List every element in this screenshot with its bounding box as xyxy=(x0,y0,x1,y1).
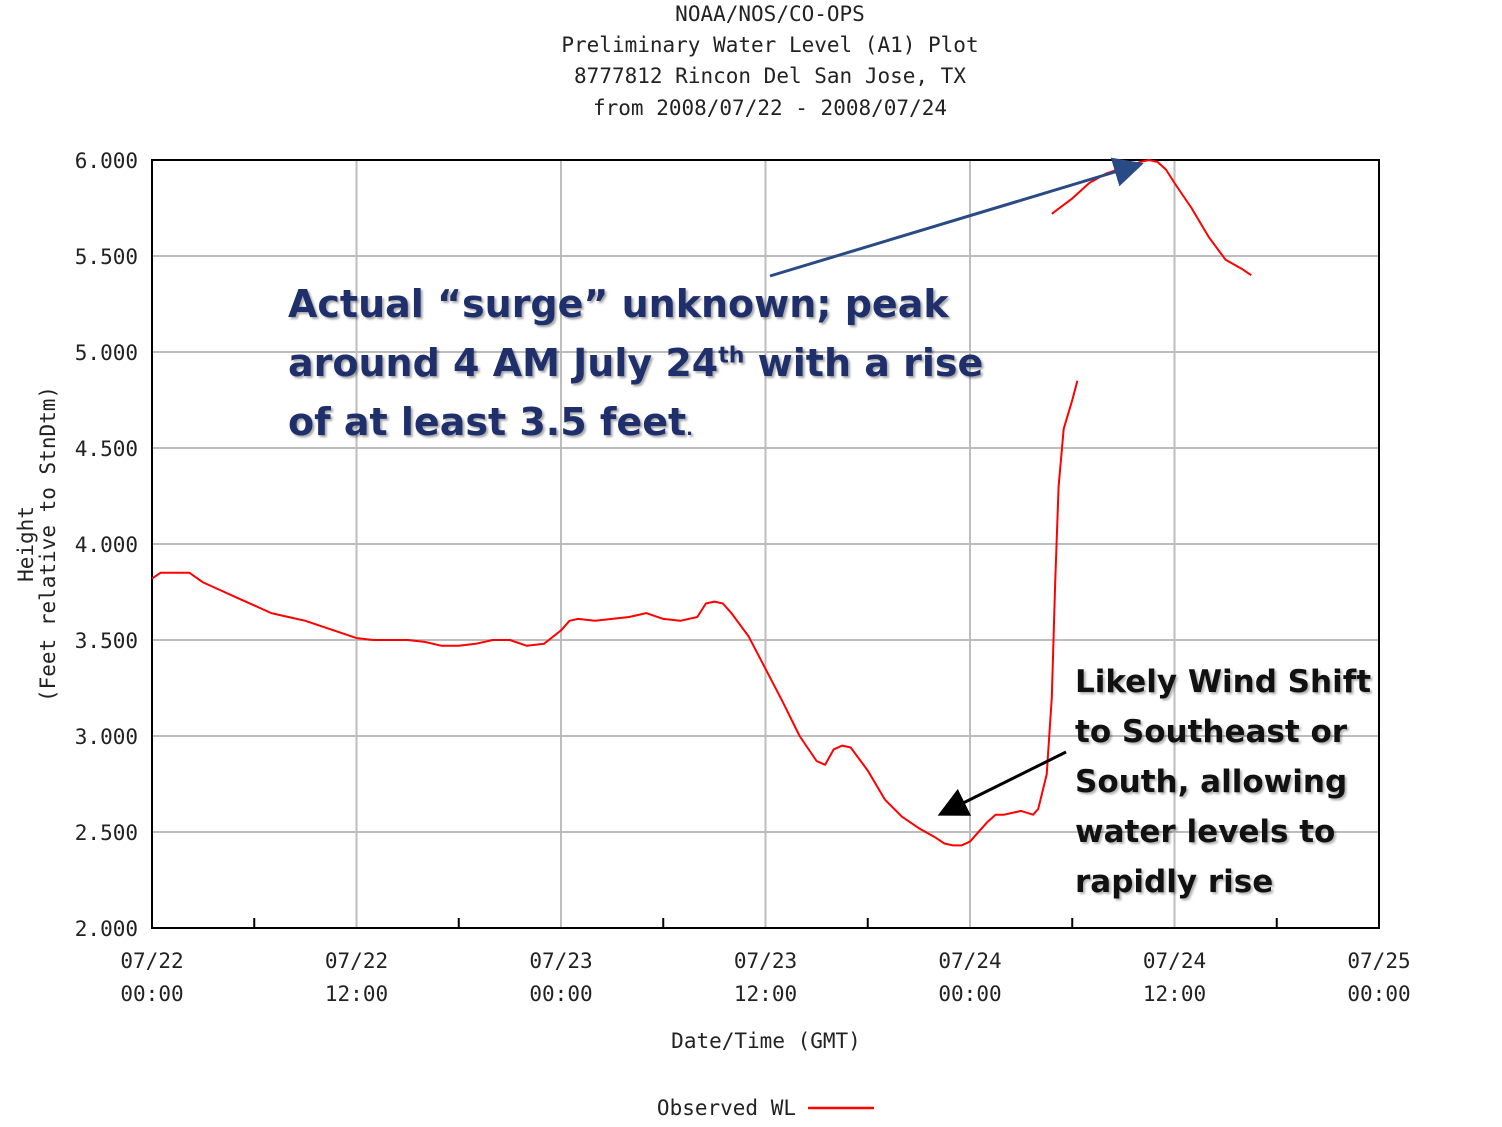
y-tick-labels: 2.000 2.500 3.000 3.500 4.000 4.500 5.000 5.500… xyxy=(75,149,138,941)
y-tick-label: 2.500 xyxy=(75,821,138,845)
surge-arrow xyxy=(769,157,1144,278)
surge-line-2-pre: around 4 AM July 24 xyxy=(288,341,719,385)
x-axis-label: Date/Time (GMT) xyxy=(671,1029,861,1053)
surge-annotation-line-2: around 4 AM July 24th with a rise xyxy=(288,334,983,393)
chart-title-line-4: from 2008/07/22 - 2008/07/24 xyxy=(592,96,947,120)
chart-title-line-3: 8777812 Rincon Del San Jose, TX xyxy=(574,64,966,88)
y-tick-label: 6.000 xyxy=(75,149,138,173)
x-tick-label-date: 07/23 xyxy=(529,949,592,973)
x-tick-label-date: 07/24 xyxy=(1143,949,1206,973)
series-line-observed-wl xyxy=(1051,159,1252,277)
y-axis-label: Height xyxy=(14,506,38,582)
legend-label: Observed WL xyxy=(657,1096,796,1120)
x-tick-label-date: 07/22 xyxy=(325,949,388,973)
y-tick-label: 3.500 xyxy=(75,629,138,653)
series-observed-wl xyxy=(151,159,1252,847)
x-tick-label-time: 12:00 xyxy=(325,982,388,1006)
chart-title-line-1: NOAA/NOS/CO-OPS xyxy=(675,2,865,26)
x-tick-label-time: 00:00 xyxy=(938,982,1001,1006)
surge-annotation-line-1: Actual “surge” unknown; peak xyxy=(288,282,949,326)
surge-annotation-line-3: of at least 3.5 feet. xyxy=(288,393,983,459)
y-tick-label: 4.000 xyxy=(75,533,138,557)
x-tick-label-date: 07/23 xyxy=(734,949,797,973)
wind-shift-annotation: Likely Wind Shift to Southeast or South,… xyxy=(1075,657,1371,907)
surge-line-3-text: of at least 3.5 feet xyxy=(288,400,687,444)
y-tick-label: 3.000 xyxy=(75,725,138,749)
series-line-observed-wl xyxy=(151,380,1079,847)
wind-shift-arrow xyxy=(937,750,1067,816)
surge-line-2-post: with a rise xyxy=(744,341,984,385)
wind-annotation-line-1: Likely Wind Shift xyxy=(1075,664,1372,700)
x-tick-label-date: 07/24 xyxy=(938,949,1001,973)
y-tick-label: 5.500 xyxy=(75,245,138,269)
y-tick-label: 5.000 xyxy=(75,341,138,365)
chart-title-line-2: Preliminary Water Level (A1) Plot xyxy=(561,33,979,57)
x-tick-label-date: 07/25 xyxy=(1347,949,1410,973)
x-tick-label-time: 00:00 xyxy=(1347,982,1410,1006)
plot-frame xyxy=(151,159,1380,929)
x-tick-label-time: 12:00 xyxy=(734,982,797,1006)
wind-annotation-line-5: rapidly rise xyxy=(1075,864,1274,900)
y-tick-label: 2.000 xyxy=(75,917,138,941)
surge-annotation: Actual “surge” unknown; peak around 4 AM… xyxy=(288,275,983,459)
y-tick-label: 4.500 xyxy=(75,437,138,461)
x-tick-label-time: 00:00 xyxy=(529,982,592,1006)
wind-annotation-line-2: to Southeast or xyxy=(1075,714,1348,750)
wind-annotation-line-3: South, allowing xyxy=(1075,764,1348,800)
y-axis-label-units: (Feet relative to StnDtm) xyxy=(36,386,60,702)
x-tick-label-time: 00:00 xyxy=(120,982,183,1006)
x-tick-label-time: 12:00 xyxy=(1143,982,1206,1006)
x-tick-labels: 07/22 00:00 07/22 12:00 07/23 00:00 07/23 12:00… xyxy=(120,949,1410,1006)
surge-line-3-dot: . xyxy=(686,419,693,440)
x-tick-label-date: 07/22 xyxy=(120,949,183,973)
surge-line-2-sup: th xyxy=(718,343,745,369)
wind-annotation-line-4: water levels to xyxy=(1075,814,1336,850)
